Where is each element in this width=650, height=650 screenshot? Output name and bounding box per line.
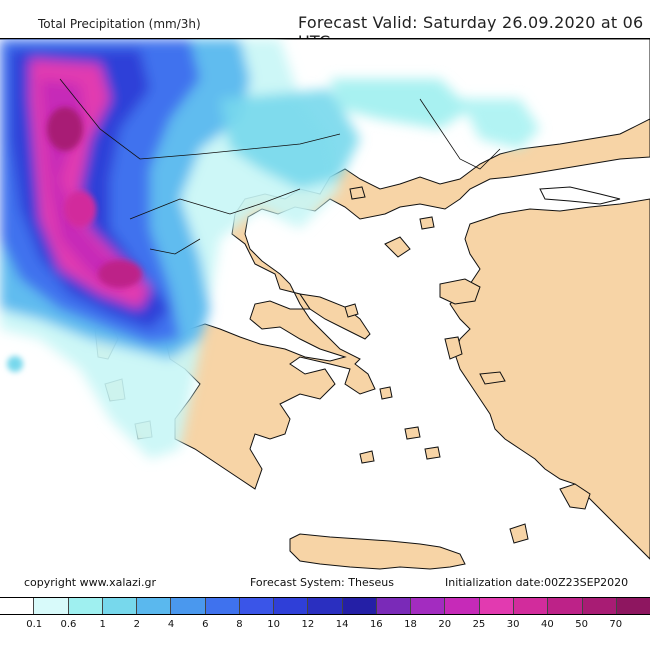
scale-swatch [34, 598, 69, 614]
scale-label: 70 [609, 619, 623, 630]
scale-label: 50 [575, 619, 588, 630]
precipitation-color-scale [0, 597, 650, 615]
scale-swatch [513, 598, 549, 614]
scale-swatch [342, 598, 377, 614]
scale-label: 12 [301, 619, 315, 630]
scale-label: 18 [404, 619, 417, 630]
scale-swatch [171, 598, 206, 614]
scale-swatch [616, 598, 650, 614]
copyright-label: copyright www.xalazi.gr [24, 576, 156, 589]
scale-label: 2 [133, 619, 141, 630]
scale-label: 0.6 [60, 619, 77, 630]
map-canvas [0, 38, 650, 574]
scale-label: 10 [267, 619, 281, 630]
scale-swatch [548, 598, 583, 614]
scale-label: 20 [438, 619, 452, 630]
scale-swatch [102, 598, 138, 614]
scale-label: 14 [335, 619, 349, 630]
initialization-label: Initialization date:00Z23SEP2020 [445, 576, 629, 589]
color-scale-labels: 0.1 0.6 1 2 4 6 8 10 12 14 16 18 20 25 30 40 50 70 [0, 619, 650, 637]
precipitation-highlights [7, 107, 142, 372]
scale-swatch [274, 598, 309, 614]
scale-swatch [239, 598, 275, 614]
header: Total Precipitation (mm/3h) Forecast Val… [0, 0, 650, 51]
scale-swatch [308, 598, 343, 614]
forecast-system-label: Forecast System: Theseus [250, 576, 394, 589]
scale-label: 40 [540, 619, 554, 630]
scale-label: 30 [506, 619, 520, 630]
scale-swatch [479, 598, 514, 614]
scale-label: 1 [99, 619, 106, 630]
scale-swatch [205, 598, 240, 614]
precipitation-map [0, 38, 650, 574]
scale-label: 8 [236, 619, 243, 630]
country-borders [59, 78, 501, 255]
scale-swatch [582, 598, 617, 614]
scale-swatch [411, 598, 446, 614]
scale-swatch [376, 598, 412, 614]
scale-label: 6 [202, 619, 209, 630]
scale-swatch [0, 598, 35, 614]
scale-label: 4 [167, 619, 175, 630]
map-title: Total Precipitation (mm/3h) [38, 17, 201, 31]
scale-swatch [137, 598, 172, 614]
scale-swatch [445, 598, 480, 614]
scale-label: 25 [472, 619, 486, 630]
footer: copyright www.xalazi.gr Forecast System:… [0, 574, 650, 594]
scale-label: 0.1 [26, 619, 43, 630]
scale-label: 16 [369, 619, 383, 630]
scale-swatch [68, 598, 103, 614]
